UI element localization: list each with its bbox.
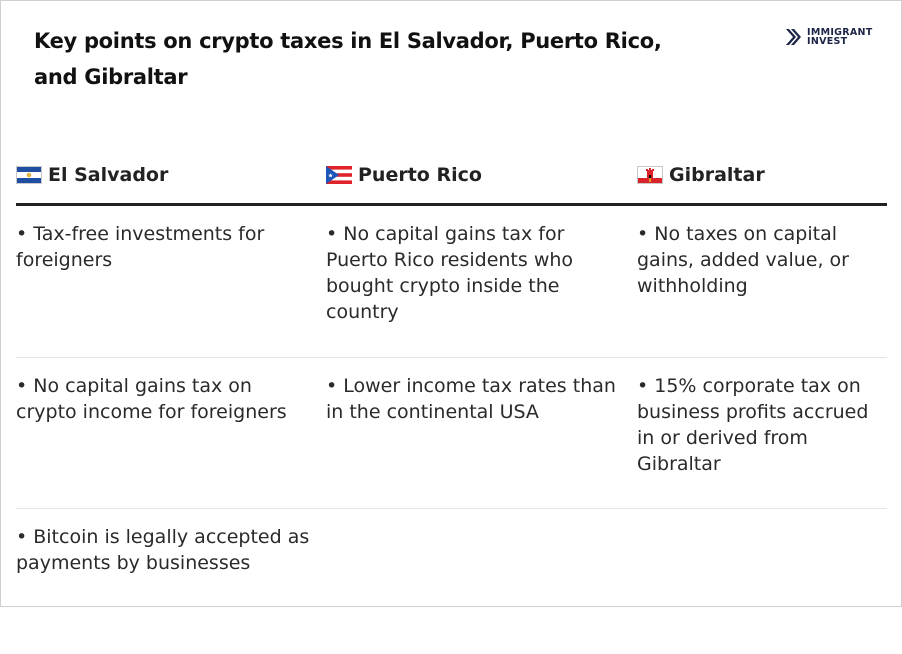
- column-header-gibraltar: Gibraltar: [637, 157, 887, 193]
- table-cell: • No capital gains tax on crypto income …: [16, 375, 287, 423]
- column-header-el-salvador: El Salvador: [16, 157, 326, 193]
- column-header-label: El Salvador: [48, 164, 169, 186]
- column-header-puerto-rico: Puerto Rico: [326, 157, 637, 193]
- table-row: • No capital gains tax on crypto income …: [16, 358, 887, 509]
- logo-line-1: IMMIGRANT: [807, 27, 873, 38]
- logo-line-2: INVEST: [807, 36, 848, 47]
- table-cell: • No taxes on capital gains, added value…: [637, 223, 849, 297]
- el-salvador-flag-icon: [16, 166, 42, 184]
- table-cell: • 15% corporate tax on business profits …: [637, 375, 869, 475]
- table-cell: [326, 524, 637, 654]
- column-header-label: Puerto Rico: [358, 164, 482, 186]
- gibraltar-flag-icon: [637, 166, 663, 184]
- table-cell: • Tax-free investments for foreigners: [16, 223, 265, 271]
- table-row: • Tax-free investments for foreigners • …: [16, 206, 887, 358]
- table-cell: • Lower income tax rates than in the con…: [326, 375, 616, 423]
- table-row: • Bitcoin is legally accepted as payment…: [16, 509, 887, 654]
- double-chevron-logo-icon: [786, 29, 801, 45]
- puerto-rico-flag-icon: [326, 166, 352, 184]
- table-cell: • Bitcoin is legally accepted as payment…: [16, 526, 310, 574]
- table-cell: [637, 524, 887, 654]
- table-cell: • No capital gains tax for Puerto Rico r…: [326, 223, 574, 323]
- table-header-row: El Salvador Puerto Rico: [16, 157, 887, 206]
- comparison-table: El Salvador Puerto Rico: [16, 157, 887, 654]
- page-title: Key points on crypto taxes in El Salvado…: [34, 29, 662, 89]
- logo-wordmark: IMMIGRANT INVEST: [807, 27, 873, 47]
- column-header-label: Gibraltar: [669, 164, 765, 186]
- brand-logo: IMMIGRANT INVEST: [785, 28, 873, 46]
- infographic-card: Key points on crypto taxes in El Salvado…: [0, 0, 902, 607]
